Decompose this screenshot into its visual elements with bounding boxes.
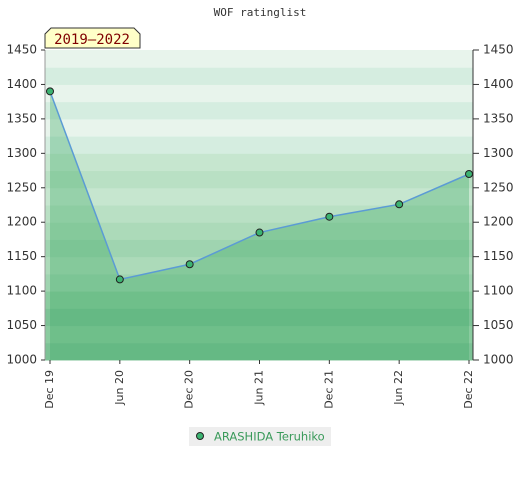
y2-tick-label: 1200 bbox=[483, 215, 514, 229]
band bbox=[45, 101, 473, 120]
band bbox=[45, 136, 473, 154]
marker bbox=[255, 228, 264, 237]
y2-tick-label: 1050 bbox=[483, 318, 514, 332]
band bbox=[45, 153, 473, 172]
band bbox=[45, 84, 473, 103]
badge-box bbox=[44, 27, 141, 49]
y-tick-label: 1250 bbox=[6, 180, 37, 194]
y-tick-label: 1050 bbox=[6, 318, 37, 332]
band bbox=[45, 291, 473, 309]
y2-tick-label: 1000 bbox=[483, 353, 514, 367]
y2-tick-label: 1300 bbox=[483, 146, 514, 160]
x-tick-label: Dec 21 bbox=[322, 370, 335, 409]
band bbox=[45, 118, 473, 137]
band bbox=[45, 325, 473, 344]
x-tick-label: Dec 19 bbox=[43, 370, 56, 409]
band bbox=[45, 342, 473, 361]
y2-tick-label: 1450 bbox=[483, 43, 514, 57]
legend-box bbox=[189, 427, 331, 446]
x-tick-label: Dec 20 bbox=[183, 370, 196, 409]
marker bbox=[46, 87, 54, 96]
y-tick-label: 1200 bbox=[6, 215, 37, 229]
marker bbox=[115, 275, 124, 284]
band bbox=[45, 50, 473, 68]
band bbox=[45, 273, 473, 292]
band bbox=[45, 308, 473, 327]
marker bbox=[325, 212, 334, 221]
marker bbox=[465, 170, 473, 178]
badge: 2019–2022 bbox=[54, 32, 130, 48]
y-tick-label: 1450 bbox=[6, 43, 37, 57]
y-tick-label: 1100 bbox=[6, 284, 37, 298]
band bbox=[45, 187, 473, 206]
y2-tick-label: 1250 bbox=[483, 180, 514, 194]
y-tick-label: 1150 bbox=[6, 249, 37, 263]
band bbox=[45, 170, 473, 189]
y2-tick-label: 1400 bbox=[483, 77, 514, 91]
y2-tick-label: 1350 bbox=[483, 111, 514, 125]
y-tick-label: 1000 bbox=[6, 353, 37, 367]
y-tick-label: 1400 bbox=[6, 77, 37, 91]
legend-marker bbox=[196, 432, 204, 440]
band bbox=[45, 256, 473, 275]
area bbox=[50, 91, 469, 360]
chart-title: WOF ratinglist bbox=[214, 6, 307, 19]
x-tick-label: Jun 22 bbox=[392, 370, 405, 406]
band bbox=[45, 205, 473, 223]
marker bbox=[395, 200, 404, 209]
x-tick-label: Jun 20 bbox=[113, 370, 126, 406]
x-tick-label: Dec 22 bbox=[462, 370, 475, 409]
band bbox=[45, 239, 473, 258]
y2-tick-label: 1100 bbox=[483, 284, 514, 298]
marker bbox=[185, 260, 194, 269]
y-tick-label: 1350 bbox=[6, 111, 37, 125]
legend-label: ARASHIDA Teruhiko bbox=[214, 430, 325, 444]
band bbox=[45, 67, 473, 85]
x-tick-label: Jun 21 bbox=[253, 370, 266, 406]
y2-tick-label: 1150 bbox=[483, 249, 514, 263]
y-tick-label: 1300 bbox=[6, 146, 37, 160]
